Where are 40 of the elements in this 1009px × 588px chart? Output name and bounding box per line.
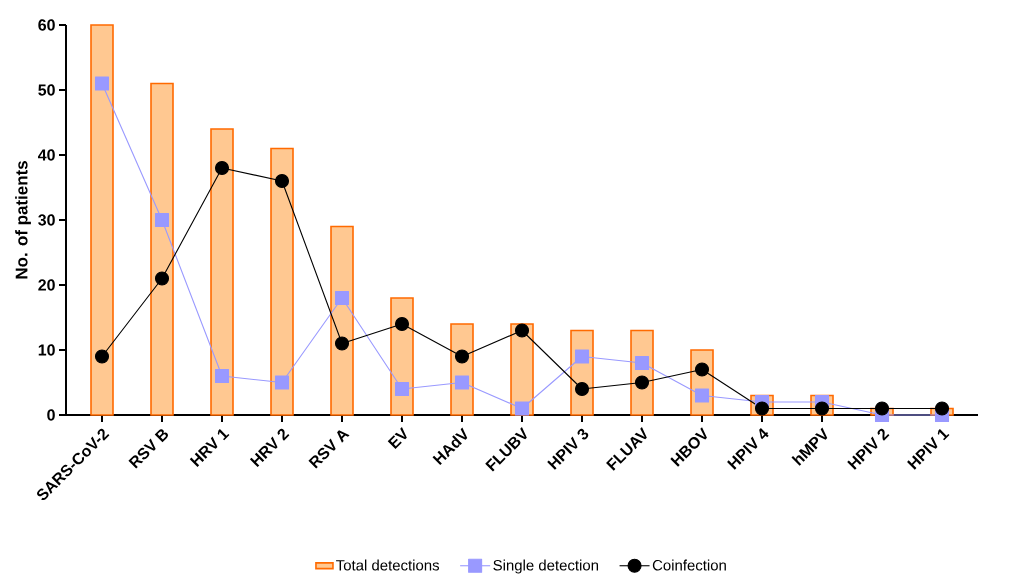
point: [394, 381, 410, 397]
point: [154, 271, 170, 286]
point: [334, 290, 350, 306]
y-tick-label: 10: [38, 344, 55, 356]
point: [274, 173, 290, 189]
point: [934, 401, 950, 416]
point: [94, 349, 110, 364]
point: [634, 375, 650, 390]
point: [454, 349, 470, 364]
bar: [270, 147, 294, 416]
bar: [90, 24, 114, 416]
bar: [150, 82, 174, 416]
y-tick-label: 60: [38, 19, 55, 31]
point: [214, 368, 230, 384]
bar: [210, 128, 234, 416]
point: [694, 362, 710, 377]
legend-label: Coinfection: [652, 559, 726, 571]
y-tick-label: 0: [47, 409, 55, 421]
legend-label: Total detections: [336, 559, 440, 571]
y-tick-label: 30: [38, 214, 55, 226]
y-axis-title: No. of patients: [15, 161, 31, 279]
point: [334, 336, 350, 351]
point: [214, 160, 230, 176]
point: [274, 375, 290, 390]
point: [514, 323, 530, 338]
point: [874, 401, 890, 416]
point: [514, 401, 530, 416]
point: [94, 76, 110, 91]
point: [694, 388, 710, 403]
y-tick-label: 20: [38, 279, 55, 291]
point: [394, 316, 410, 332]
point: [574, 349, 590, 364]
point: [454, 375, 470, 390]
x-tick-label: EV: [387, 427, 407, 450]
y-tick-label: 50: [38, 84, 55, 96]
legend-label: Single detection: [493, 559, 599, 574]
y-tick-label: 40: [37, 149, 55, 161]
point: [574, 381, 590, 397]
point: [154, 212, 170, 228]
point: [634, 355, 650, 371]
